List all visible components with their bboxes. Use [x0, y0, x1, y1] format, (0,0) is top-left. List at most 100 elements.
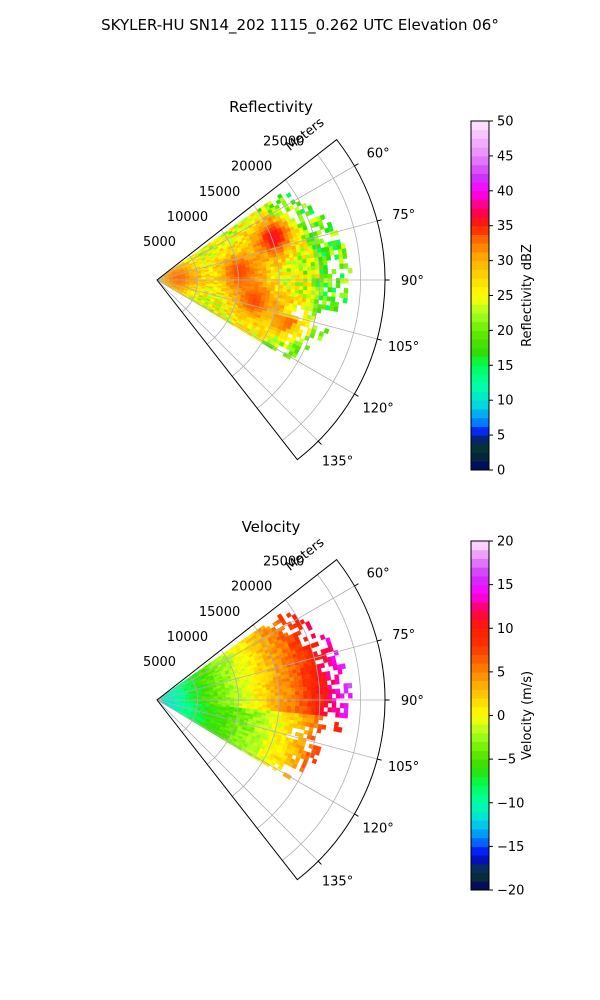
radial-tick-label: 20000 — [231, 580, 272, 595]
reflectivity-cell — [266, 269, 271, 274]
reflectivity-data — [160, 192, 353, 360]
angle-tick — [317, 440, 322, 445]
reflectivity-cell — [290, 285, 296, 290]
radial-tick-label: 20000 — [231, 160, 272, 175]
velocity-cell — [337, 726, 343, 733]
reflectivity-cell — [306, 294, 312, 300]
colorbar-swatch — [471, 321, 489, 331]
velocity-cell — [274, 708, 280, 712]
velocity-cell — [331, 702, 337, 708]
sector-frame — [156, 558, 386, 881]
velocity-cell — [290, 709, 296, 714]
velocity-cell — [335, 712, 340, 718]
velocity-cell — [297, 675, 303, 681]
reflectivity-cell — [250, 271, 255, 275]
reflectivity-cell — [274, 266, 279, 270]
reflectivity-cell — [278, 278, 284, 283]
reflectivity-cell — [316, 229, 322, 236]
colorbar-swatch — [471, 671, 489, 682]
velocity-cell — [226, 697, 231, 700]
colorbar-tick-label: 30 — [497, 254, 514, 269]
velocity-cell — [295, 698, 300, 703]
colorbar-swatch — [471, 680, 489, 690]
velocity-cell — [334, 721, 340, 728]
velocity-cell — [310, 632, 317, 640]
figure-title: SKYLER-HU SN14_202 1115_0.262 UTC Elevat… — [101, 16, 499, 34]
colorbar-swatch — [471, 654, 489, 664]
velocity-cell — [301, 678, 307, 684]
velocity-cell — [340, 663, 346, 670]
reflectivity-cell — [340, 278, 345, 284]
colorbar-swatch — [471, 846, 489, 856]
colorbar-swatch — [471, 785, 489, 795]
reflectivity-cell — [258, 270, 263, 274]
velocity-cell — [286, 712, 291, 717]
velocity-cell — [270, 707, 275, 712]
reflectivity-cell — [316, 335, 323, 342]
velocity-cell — [323, 702, 329, 708]
reflectivity-cell — [329, 301, 335, 307]
colorbar-tick-label: 40 — [497, 184, 514, 199]
reflectivity-cell — [266, 272, 272, 277]
colorbar-swatch — [471, 575, 489, 586]
velocity-cell — [278, 705, 284, 709]
velocity-cell — [246, 694, 251, 698]
reflectivity-cell — [311, 286, 316, 292]
colorbar-swatch — [471, 881, 489, 891]
velocity-cell — [213, 697, 219, 700]
colorbar-swatch — [471, 147, 489, 157]
angular-gridline — [156, 279, 319, 442]
velocity-cell — [250, 698, 255, 702]
reflectivity-cell — [246, 271, 251, 275]
velocity-cell — [274, 701, 280, 706]
reflectivity-cell — [298, 267, 304, 272]
colorbar-swatch — [471, 461, 489, 471]
colorbar-tick-label: 10 — [497, 394, 514, 409]
reflectivity-cell — [301, 297, 307, 303]
velocity-cell — [278, 688, 284, 693]
reflectivity-cell — [339, 263, 345, 269]
colorbar-swatch — [471, 374, 489, 384]
velocity-cell — [278, 692, 284, 696]
colorbar-tick-label: 25 — [497, 289, 514, 304]
velocity-cell — [258, 701, 263, 705]
velocity-cell — [197, 698, 202, 700]
reflectivity-cell — [347, 267, 353, 274]
reflectivity-cell — [297, 300, 303, 306]
velocity-cell — [262, 696, 268, 700]
colorbar-tick-label: 0 — [497, 464, 505, 479]
velocity-cell — [262, 704, 267, 708]
reflectivity-cell — [301, 258, 307, 264]
velocity-cell — [246, 703, 251, 707]
reflectivity-cell — [321, 300, 327, 306]
colorbar-swatch — [471, 356, 489, 366]
velocity-cell — [282, 688, 288, 693]
reflectivity-cell — [294, 289, 300, 294]
velocity-cell — [266, 695, 272, 700]
velocity-cell — [250, 701, 255, 705]
reflectivity-cell — [327, 278, 333, 284]
reflectivity-cell — [327, 287, 333, 293]
colorbar-swatch — [471, 164, 489, 174]
radial-gridline — [257, 599, 321, 829]
colorbar-swatch — [471, 811, 489, 821]
reflectivity-cell — [295, 278, 300, 283]
colorbar-swatch — [471, 776, 489, 786]
colorbar-swatch — [471, 863, 489, 874]
reflectivity-cell — [298, 263, 304, 268]
reflectivity-cell — [229, 275, 235, 278]
velocity-cell — [302, 682, 308, 688]
reflectivity-cell — [323, 273, 329, 279]
velocity-cell — [282, 708, 288, 713]
colorbar-swatch — [471, 628, 489, 638]
velocity-cell — [306, 678, 311, 684]
velocity-cell — [327, 707, 333, 713]
reflectivity-cell — [335, 278, 341, 284]
velocity-cell — [266, 689, 271, 694]
colorbar-swatch — [471, 173, 489, 183]
colorbar-swatch — [471, 304, 489, 314]
radial-tick-label: 15000 — [199, 185, 240, 200]
reflectivity-cell — [318, 238, 325, 245]
reflectivity-cell — [217, 277, 223, 280]
reflectivity-cell — [307, 270, 312, 275]
